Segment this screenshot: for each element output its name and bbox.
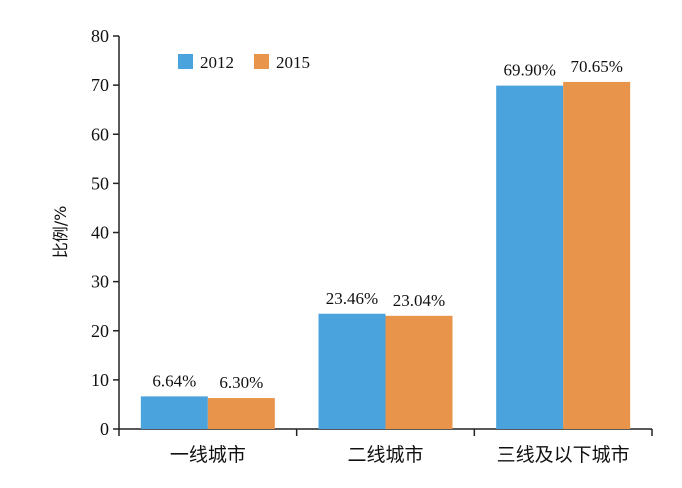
y-tick-label: 60 [91,124,109,144]
y-tick-label: 30 [91,272,109,292]
bar-2012 [318,313,386,429]
bars: 6.64% 6.30% 23.46% 23.04% 69.90% 70.65% [140,57,631,430]
y-tick-label: 0 [100,419,109,439]
data-label: 23.46% [326,289,378,308]
y-ticks: 0 10 20 30 40 50 60 70 80 [91,26,119,439]
data-label: 23.04% [393,291,445,310]
x-category-label: 二线城市 [347,444,423,466]
y-axis-title: 比例/% [51,206,70,259]
legend-label: 2012 [200,53,234,72]
data-label: 6.30% [219,373,263,392]
data-label: 69.90% [503,61,555,80]
bar-2012 [496,85,564,430]
y-tick-label: 40 [91,223,109,243]
bar-2012 [140,396,208,429]
data-label: 6.64% [152,371,196,390]
y-tick-label: 50 [91,173,109,193]
bar-2015 [207,398,275,429]
x-category-label: 一线城市 [170,444,246,466]
bar-2015 [563,81,631,429]
x-axis: 一线城市 二线城市 三线及以下城市 [118,428,653,466]
x-category-label: 三线及以下城市 [497,444,630,466]
legend: 2012 2015 [178,53,310,72]
y-tick-label: 20 [91,321,109,341]
legend-swatch-2015 [254,54,269,69]
data-label: 70.65% [570,57,622,76]
y-tick-label: 80 [91,26,109,46]
legend-swatch-2012 [178,54,193,69]
x-ticks: 一线城市 二线城市 三线及以下城市 [118,429,653,466]
bar-2015 [385,315,453,429]
y-tick-label: 70 [91,75,109,95]
legend-label: 2015 [276,53,310,72]
y-axis: 0 10 20 30 40 50 60 70 80 [91,26,120,439]
y-tick-label: 10 [91,370,109,390]
